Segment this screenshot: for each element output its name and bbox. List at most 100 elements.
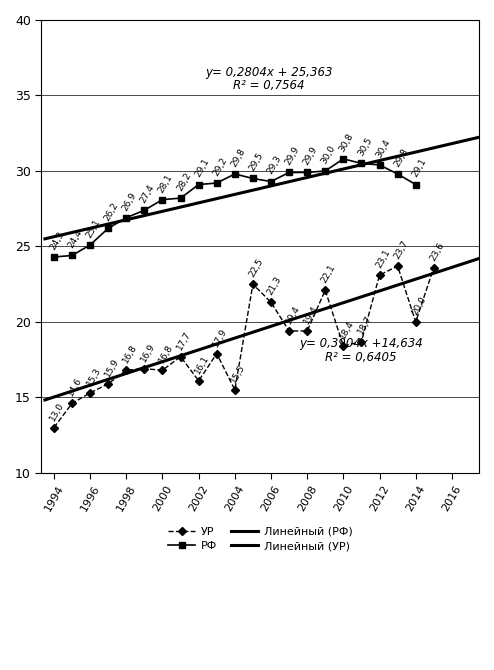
Text: 19,4: 19,4 [302,304,319,326]
Text: 26,2: 26,2 [103,201,121,222]
Text: 16,1: 16,1 [193,353,211,375]
Text: 30,8: 30,8 [338,131,356,153]
Линейный (УР) [454,262,460,270]
Линейный (УР) [301,312,307,320]
Text: 15,9: 15,9 [103,356,121,379]
РФ [87,241,93,249]
УР [69,399,75,407]
Text: R² = 0,6405: R² = 0,6405 [325,351,397,364]
РФ [322,167,328,175]
РФ [232,170,238,178]
УР [340,342,346,350]
Text: 25,1: 25,1 [84,218,102,239]
Text: 16,8: 16,8 [121,343,138,364]
Text: 29,2: 29,2 [211,156,229,178]
Text: 21,3: 21,3 [265,275,283,297]
РФ [69,251,75,259]
Line: РФ: РФ [51,156,418,260]
УР [124,366,129,375]
УР [322,286,328,294]
Text: 29,1: 29,1 [410,157,428,179]
Text: 16,9: 16,9 [139,341,157,363]
Text: 30,5: 30,5 [356,136,373,158]
УР [141,364,147,373]
Text: 23,1: 23,1 [374,248,392,269]
Text: 13,0: 13,0 [48,400,66,422]
Text: 17,9: 17,9 [211,326,229,348]
УР [304,327,310,335]
РФ [304,168,310,176]
РФ [376,161,382,169]
Text: 29,5: 29,5 [247,151,265,173]
РФ [395,170,401,178]
Legend: УР, РФ, Линейный (РФ), Линейный (УР): УР, РФ, Линейный (РФ), Линейный (УР) [163,523,357,555]
Text: 28,1: 28,1 [157,172,175,194]
Линейный (УР) [266,323,272,331]
УР [268,298,274,306]
Text: 26,9: 26,9 [121,190,138,212]
УР [395,262,401,270]
Line: Линейный (РФ): Линейный (РФ) [45,137,479,239]
Text: 30,0: 30,0 [320,143,337,165]
Text: 18,4: 18,4 [338,319,356,340]
Text: 22,1: 22,1 [320,263,337,285]
РФ [141,206,147,214]
Text: 29,1: 29,1 [193,157,211,179]
Text: 28,2: 28,2 [175,171,193,192]
Text: 29,3: 29,3 [265,154,283,176]
Text: 29,8: 29,8 [229,147,247,168]
Text: 14,6: 14,6 [67,376,84,398]
Text: 23,6: 23,6 [428,241,446,262]
Линейный (РФ) [266,182,272,190]
Text: 29,8: 29,8 [392,147,410,168]
РФ [268,178,274,186]
Text: 30,4: 30,4 [374,137,392,159]
Text: 22,5: 22,5 [247,257,265,279]
Линейный (РФ) [454,139,460,147]
Text: 24,3: 24,3 [48,230,66,251]
РФ [359,159,365,168]
Text: y= 0,3904x +14,634: y= 0,3904x +14,634 [299,337,423,350]
УР [359,338,365,346]
Text: 17,7: 17,7 [175,329,193,351]
Линейный (РФ) [42,234,48,243]
Text: 20,0: 20,0 [410,295,428,316]
Линейный (РФ) [441,141,447,149]
Text: 29,9: 29,9 [302,145,319,167]
Text: 18,7: 18,7 [356,314,373,336]
Линейный (УР) [476,255,482,263]
УР [105,380,111,388]
УР [214,350,220,358]
Text: 19,4: 19,4 [284,304,301,326]
Линейный (УР) [441,266,447,274]
Линейный (УР) [42,396,48,404]
Text: y= 0,2804x + 25,363: y= 0,2804x + 25,363 [205,66,332,78]
Линейный (РФ) [301,174,307,182]
УР [286,327,292,335]
УР [431,263,437,271]
РФ [250,174,256,182]
РФ [196,180,202,188]
УР [412,318,418,326]
Line: УР: УР [51,263,437,430]
Text: 15,3: 15,3 [84,365,102,387]
РФ [105,224,111,232]
Линейный (РФ) [143,211,149,219]
РФ [51,253,57,261]
УР [232,386,238,394]
Text: 24,4: 24,4 [67,228,84,250]
УР [250,280,256,288]
Text: 23,7: 23,7 [392,239,410,261]
УР [160,366,165,375]
РФ [160,196,165,204]
Text: 27,4: 27,4 [139,183,157,204]
Text: 15,5: 15,5 [229,362,247,385]
РФ [412,180,418,188]
Text: 29,9: 29,9 [284,145,301,167]
РФ [286,168,292,176]
Line: Линейный (УР): Линейный (УР) [45,259,479,400]
УР [51,423,57,431]
УР [376,271,382,279]
Линейный (УР) [125,369,131,377]
РФ [124,214,129,222]
